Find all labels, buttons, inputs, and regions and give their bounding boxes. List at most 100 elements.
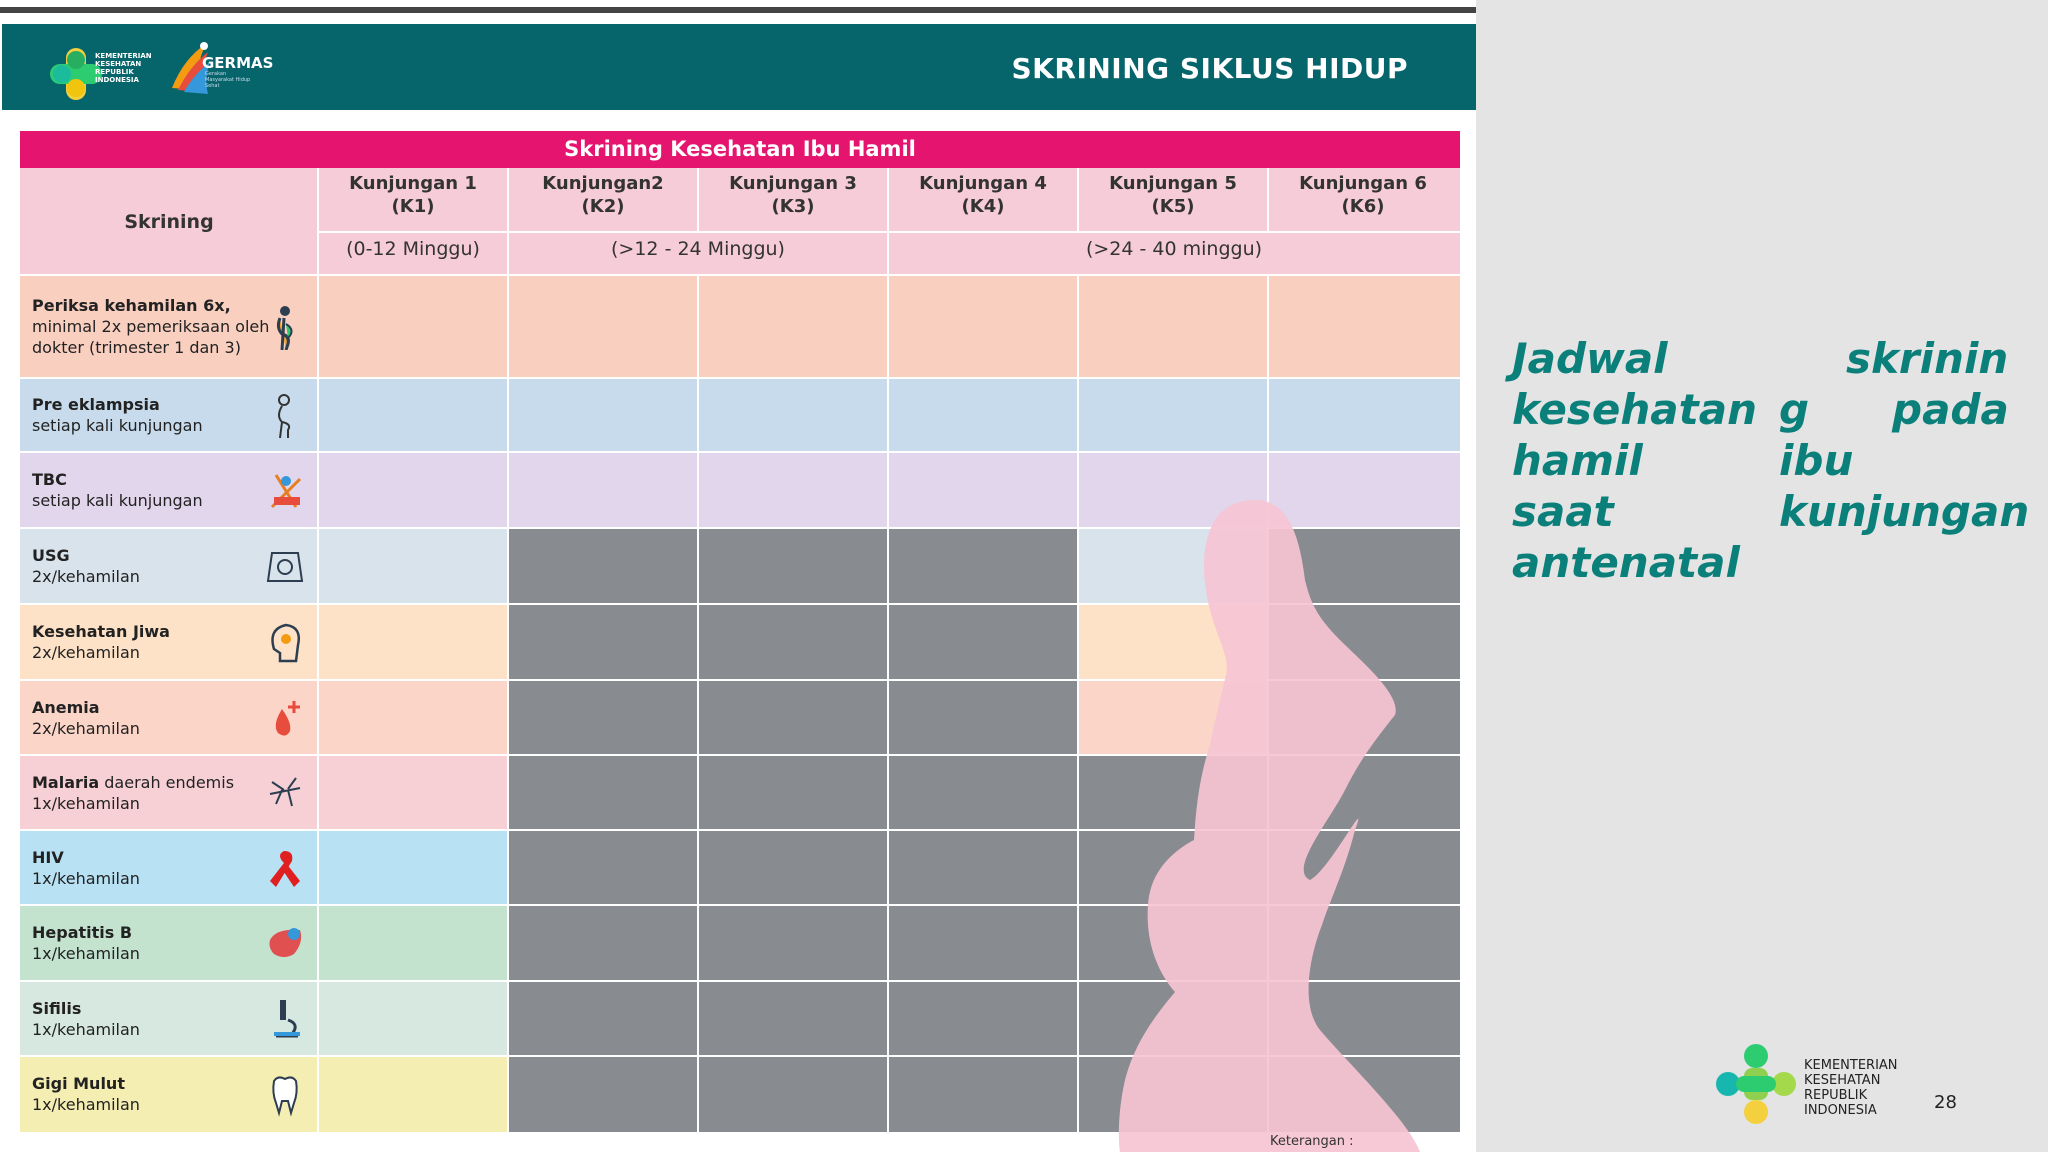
liver-icon	[269, 928, 302, 957]
grid-line	[1077, 168, 1079, 232]
kemenkes-logo-icon	[50, 48, 102, 100]
visit-name: Kunjungan 5	[1109, 173, 1237, 194]
skrining-header: Skrining	[124, 210, 214, 233]
inactive-cell	[888, 528, 1078, 604]
logo-text-line: INDONESIA	[95, 76, 139, 84]
screening-label: Periksa kehamilan 6x, minimal 2x pemeriks…	[32, 295, 269, 358]
logo-text-line: REPUBLIK	[1804, 1088, 1868, 1103]
screening-frequency: setiap kali kunjungan	[32, 416, 203, 435]
screening-label: Hepatitis B 1x/kehamilan	[32, 922, 140, 964]
visit-name: Kunjungan 1	[349, 173, 477, 194]
table-row	[20, 275, 1460, 378]
inactive-cell	[888, 981, 1078, 1056]
ultrasound-icon	[266, 552, 304, 582]
inactive-cell	[888, 755, 1078, 830]
caption-word: kunjungan	[1779, 487, 2030, 536]
visit-code: (K3)	[771, 196, 815, 217]
screening-name: Gigi Mulut	[32, 1074, 125, 1093]
grid-line	[20, 527, 1460, 529]
visit-header: Kunjungan 5 (K5)	[1078, 172, 1268, 228]
blood-drop-icon	[275, 700, 300, 736]
kemenkes-logo-large-icon	[1716, 1044, 1796, 1124]
inactive-cell	[1268, 1056, 1460, 1132]
screening-name: Periksa kehamilan 6x,	[32, 296, 231, 315]
germas-subtitle: Gerakan Masyarakat Hidup Sehat	[205, 71, 251, 89]
mental-health-icon	[271, 623, 300, 663]
screening-label: Malaria daerah endemis 1x/kehamilan	[32, 772, 234, 814]
visit-name: Kunjungan 6	[1299, 173, 1427, 194]
screening-frequency: 1x/kehamilan	[32, 868, 140, 888]
table-row	[20, 378, 1460, 452]
logo-text-line: INDONESIA	[1804, 1103, 1877, 1118]
inactive-cell	[1268, 604, 1460, 680]
kemenkes-logo-text: KEMENTERIAN KESEHATAN REPUBLIK INDONESIA	[1804, 1058, 1898, 1118]
inactive-cell	[1268, 830, 1460, 905]
logo-text-line: REPUBLIK	[95, 68, 134, 76]
inactive-cell	[508, 981, 698, 1056]
grid-line	[697, 275, 699, 1132]
top-rule	[0, 7, 1476, 13]
inactive-cell	[1078, 830, 1268, 905]
caption-word: antenatal	[1512, 538, 1740, 587]
right-panel	[1476, 0, 2048, 1152]
screening-label: Kesehatan Jiwa 2x/kehamilan	[32, 621, 170, 663]
inactive-cell	[698, 981, 888, 1056]
screening-label: USG 2x/kehamilan	[32, 545, 140, 587]
inactive-cell	[1268, 528, 1460, 604]
inactive-cell	[888, 604, 1078, 680]
caption-word: pada	[1892, 385, 2009, 434]
grid-line	[20, 377, 1460, 379]
caption-line: hamil ibu	[1512, 435, 2012, 486]
screening-name: HIV	[32, 847, 64, 867]
inactive-cell	[1268, 755, 1460, 830]
grid-line	[20, 754, 1460, 756]
visit-header: Kunjungan 4 (K4)	[888, 172, 1078, 228]
caption-word: skrinin	[1846, 334, 2009, 383]
screening-frequency: 2x/kehamilan	[32, 643, 140, 662]
inactive-cell	[508, 604, 698, 680]
grid-line	[1267, 275, 1269, 1132]
tooth-icon	[272, 1076, 298, 1117]
screening-name-suffix: daerah endemis	[99, 772, 235, 792]
screening-name: Hepatitis B	[32, 923, 133, 942]
screening-label: Anemia 2x/kehamilan	[32, 697, 140, 739]
grid-line	[318, 231, 1460, 233]
inactive-cell	[508, 830, 698, 905]
inactive-cell	[1078, 1056, 1268, 1132]
screening-note: dokter (trimester 1 dan 3)	[32, 338, 241, 357]
grid-line	[1077, 275, 1079, 1132]
slide-image: KEMENTERIAN KESEHATAN REPUBLIK INDONESIA…	[0, 7, 1476, 1152]
keterangan-note: Keterangan :	[1270, 1134, 1354, 1149]
logo-text-line: KEMENTERIAN	[1804, 1058, 1898, 1073]
screening-name: Sifilis	[32, 998, 82, 1018]
inactive-cell	[698, 905, 888, 981]
table-row	[20, 452, 1460, 528]
screening-name: USG	[32, 546, 70, 565]
grid-line	[20, 679, 1460, 681]
grid-line	[20, 904, 1460, 906]
visit-header: Kunjungan2 (K2)	[508, 172, 698, 228]
grid-line	[317, 168, 319, 1132]
screening-label: TBC setiap kali kunjungan	[32, 469, 203, 511]
caption-word: kesehatan	[1512, 385, 1757, 434]
slide-caption: Jadwal skrinin kesehatan g pada hamil ib…	[1512, 333, 2029, 588]
header-bar: KEMENTERIAN KESEHATAN REPUBLIK INDONESIA…	[2, 24, 1476, 110]
inactive-cell	[698, 528, 888, 604]
tbc-icon	[270, 474, 302, 509]
visit-header: Kunjungan 6 (K6)	[1268, 172, 1458, 228]
table-header-row	[20, 168, 1460, 275]
grid-line	[20, 1055, 1460, 1057]
inactive-cell	[508, 528, 698, 604]
visit-code: (K5)	[1151, 196, 1195, 217]
inactive-cell	[888, 830, 1078, 905]
visit-code: (K1)	[391, 196, 435, 217]
caption-word: g	[1779, 385, 1810, 434]
grid-line	[20, 829, 1460, 831]
grid-line	[20, 603, 1460, 605]
germas-text: GERMAS	[202, 54, 274, 72]
screening-label: Sifilis 1x/kehamilan	[32, 998, 140, 1040]
ribbon-icon	[270, 850, 300, 887]
inactive-cell	[1268, 981, 1460, 1056]
visit-name: Kunjungan2	[542, 173, 664, 194]
screening-frequency: 2x/kehamilan	[32, 718, 140, 738]
